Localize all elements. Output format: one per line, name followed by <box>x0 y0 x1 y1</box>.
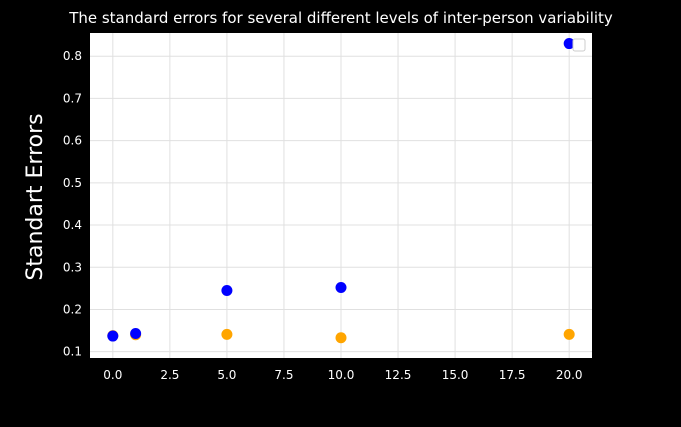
y-axis-label: Standart Errors <box>23 113 48 280</box>
y-tick-label: 0.4 <box>63 218 82 232</box>
x-tick-label: 15.0 <box>442 368 469 382</box>
x-tick-label: 10.0 <box>328 368 355 382</box>
x-tick-label: 17.5 <box>499 368 526 382</box>
chart-title: The standard errors for several differen… <box>68 9 613 27</box>
y-tick-label: 0.6 <box>63 134 82 148</box>
y-tick-label: 0.5 <box>63 176 82 190</box>
scatter-point <box>221 284 233 296</box>
y-tick-label: 0.3 <box>63 260 82 274</box>
scatter-point <box>563 38 575 50</box>
y-tick-label: 0.2 <box>63 302 82 316</box>
y-tick-label: 0.8 <box>63 49 82 63</box>
y-tick-label: 0.1 <box>63 345 82 359</box>
x-tick-label: 20.0 <box>556 368 583 382</box>
x-tick-label: 5.0 <box>217 368 236 382</box>
scatter-point <box>107 330 119 342</box>
scatter-point <box>335 282 347 294</box>
x-tick-label: 7.5 <box>274 368 293 382</box>
x-tick-label: 2.5 <box>160 368 179 382</box>
scatter-point <box>563 328 575 340</box>
plot-area: 0.0 2.5 5.0 7.5 10.0 12.5 15.0 17.5 20.0 0.1 0.2 0.… <box>63 33 592 382</box>
scatter-point <box>335 332 347 344</box>
scatter-point <box>221 328 233 340</box>
x-tick-label: 12.5 <box>385 368 412 382</box>
x-tick-label: 0.0 <box>103 368 122 382</box>
legend-box <box>572 38 586 52</box>
y-tick-label: 0.7 <box>63 91 82 105</box>
scatter-point <box>130 328 142 340</box>
